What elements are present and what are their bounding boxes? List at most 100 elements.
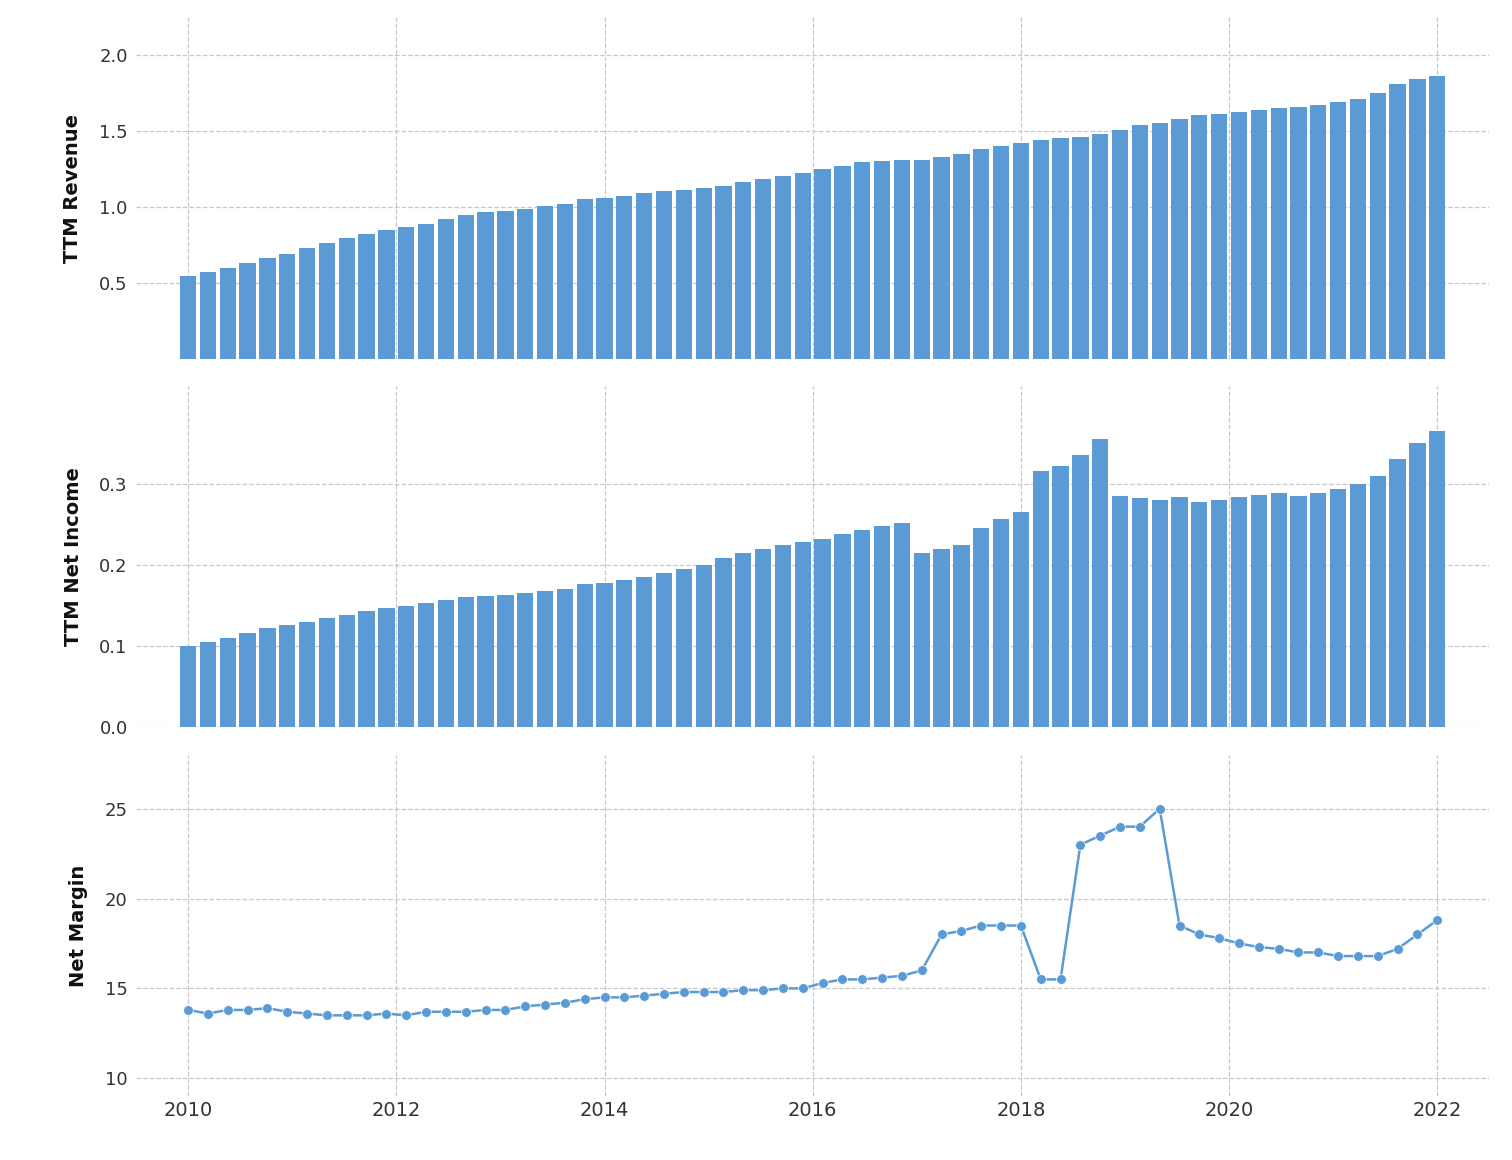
Bar: [417, 224, 434, 358]
Bar: [854, 162, 871, 358]
Bar: [1429, 430, 1445, 727]
Bar: [1270, 108, 1287, 358]
Bar: [1370, 476, 1387, 727]
Bar: [1131, 499, 1148, 727]
Bar: [835, 166, 851, 358]
Bar: [1152, 500, 1167, 727]
Bar: [617, 196, 632, 358]
Bar: [260, 259, 275, 358]
Bar: [180, 646, 197, 727]
Bar: [656, 191, 673, 358]
Y-axis label: TTM Net Income: TTM Net Income: [64, 467, 83, 646]
Bar: [1131, 125, 1148, 358]
Bar: [280, 254, 295, 358]
Bar: [339, 239, 355, 358]
Bar: [1331, 102, 1346, 358]
Bar: [299, 622, 314, 727]
Bar: [894, 523, 910, 727]
Bar: [637, 578, 652, 727]
Bar: [696, 565, 712, 727]
Bar: [200, 643, 216, 727]
Bar: [815, 169, 830, 358]
Bar: [1172, 119, 1187, 358]
Bar: [774, 544, 791, 727]
Bar: [715, 558, 732, 727]
Bar: [1429, 75, 1445, 358]
Bar: [517, 594, 534, 727]
Bar: [299, 248, 314, 358]
Bar: [913, 552, 930, 727]
Bar: [1191, 501, 1208, 727]
Bar: [1231, 113, 1247, 358]
Bar: [319, 242, 336, 358]
Bar: [398, 607, 414, 727]
Bar: [219, 268, 236, 358]
Bar: [1013, 144, 1030, 358]
Bar: [438, 600, 454, 727]
Bar: [1072, 137, 1089, 358]
Bar: [774, 176, 791, 358]
Bar: [458, 215, 473, 358]
Bar: [1390, 459, 1406, 727]
Bar: [754, 549, 771, 727]
Bar: [1409, 79, 1426, 358]
Bar: [1052, 138, 1069, 358]
Bar: [1092, 438, 1108, 727]
Bar: [358, 611, 375, 727]
Bar: [1211, 500, 1228, 727]
Bar: [596, 582, 612, 727]
Bar: [1092, 135, 1108, 358]
Bar: [754, 179, 771, 358]
Bar: [1152, 123, 1167, 358]
Bar: [1211, 114, 1228, 358]
Bar: [1052, 466, 1069, 727]
Bar: [319, 618, 336, 727]
Bar: [795, 542, 810, 727]
Bar: [280, 625, 295, 727]
Bar: [1111, 495, 1128, 727]
Bar: [239, 262, 256, 358]
Bar: [497, 211, 514, 358]
Bar: [200, 271, 216, 358]
Bar: [556, 588, 573, 727]
Bar: [913, 160, 930, 358]
Bar: [537, 590, 553, 727]
Bar: [735, 182, 751, 358]
Bar: [715, 186, 732, 358]
Bar: [676, 570, 692, 727]
Bar: [478, 596, 494, 727]
Y-axis label: Net Margin: Net Margin: [70, 864, 88, 987]
Bar: [735, 552, 751, 727]
Bar: [1370, 93, 1387, 358]
Bar: [974, 528, 989, 727]
Bar: [378, 608, 395, 727]
Bar: [417, 603, 434, 727]
Bar: [993, 146, 1009, 358]
Bar: [239, 633, 256, 727]
Bar: [953, 544, 969, 727]
Bar: [358, 234, 375, 358]
Bar: [458, 597, 473, 727]
Bar: [1409, 443, 1426, 727]
Bar: [1033, 471, 1049, 727]
Bar: [478, 212, 494, 358]
Bar: [854, 530, 871, 727]
Bar: [1033, 140, 1049, 358]
Bar: [676, 189, 692, 358]
Bar: [1290, 495, 1306, 727]
Bar: [497, 595, 514, 727]
Bar: [696, 188, 712, 358]
Bar: [1250, 110, 1267, 358]
Y-axis label: TTM Revenue: TTM Revenue: [64, 114, 83, 262]
Bar: [438, 219, 454, 358]
Bar: [1270, 493, 1287, 727]
Bar: [815, 539, 830, 727]
Bar: [180, 276, 197, 358]
Bar: [617, 580, 632, 727]
Bar: [339, 615, 355, 727]
Bar: [556, 204, 573, 358]
Bar: [1350, 484, 1365, 727]
Bar: [874, 525, 891, 727]
Bar: [637, 194, 652, 358]
Bar: [1072, 455, 1089, 727]
